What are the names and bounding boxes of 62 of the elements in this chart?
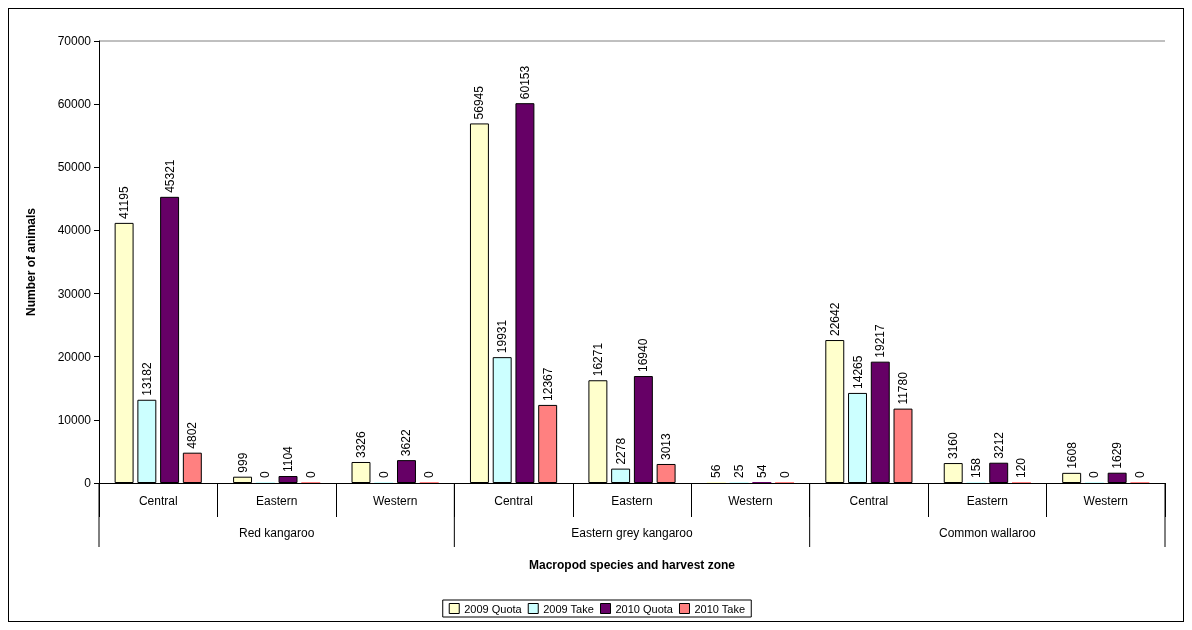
- y-axis-title: Number of animals: [24, 207, 38, 317]
- data-label: 999: [235, 452, 250, 473]
- data-label: 1629: [1110, 441, 1125, 469]
- data-label: 0: [422, 471, 437, 478]
- x-tick-label: Central: [849, 494, 889, 508]
- data-label: 19931: [495, 319, 510, 354]
- y-tick-label: 50000: [57, 160, 92, 175]
- data-label: 0: [1132, 471, 1147, 478]
- y-tick-label: 60000: [57, 97, 92, 112]
- data-label: 14265: [850, 355, 865, 389]
- data-label: 0: [258, 471, 273, 478]
- data-label: 60153: [517, 65, 532, 100]
- x-tick-label: Western: [1083, 494, 1129, 508]
- data-label: 3326: [354, 430, 368, 458]
- data-label: 45321: [162, 159, 177, 193]
- data-label: 13182: [139, 362, 154, 396]
- data-label: 22642: [827, 302, 842, 337]
- text: Common wallaroo: [938, 526, 1037, 540]
- data-label: 4802: [185, 421, 200, 449]
- data-label: 0: [376, 471, 391, 478]
- x-tick-label: Eastern: [966, 494, 1009, 508]
- data-label: 1104: [281, 445, 296, 473]
- legend-label: 2009 Quota: [464, 602, 523, 615]
- x-axis-title: Macropod species and harvest zone: [528, 558, 736, 572]
- text: Red kangaroo: [238, 526, 315, 540]
- x-tick-label: Central: [494, 494, 533, 508]
- data-label: 0: [303, 471, 318, 478]
- y-tick-label: 10000: [57, 412, 92, 427]
- x-tick-label: Western: [728, 494, 773, 508]
- data-label: 19217: [873, 323, 888, 358]
- data-label: 2278: [613, 437, 628, 465]
- y-tick-label: 70000: [57, 34, 92, 48]
- y-tick-label: 0: [84, 476, 92, 490]
- data-label: 1608: [1064, 441, 1079, 469]
- y-tick-label: 40000: [57, 223, 92, 238]
- x-tick-label: Eastern: [255, 494, 298, 508]
- x-tick-label: Western: [372, 494, 418, 508]
- data-label: 120: [1014, 457, 1029, 478]
- data-label: 3622: [399, 429, 414, 457]
- data-label: 3212: [991, 431, 1006, 459]
- data-label: 16271: [590, 342, 605, 377]
- data-label: 25: [732, 464, 747, 478]
- y-tick-label: 30000: [57, 286, 92, 301]
- x-tick-label: Eastern: [611, 494, 653, 508]
- x-tick-label: Central: [138, 494, 178, 508]
- data-label: 0: [1087, 471, 1102, 478]
- legend-label: 2009 Take: [543, 602, 594, 615]
- data-label: 16940: [636, 338, 651, 373]
- data-label: 3160: [946, 432, 961, 460]
- legend-label: 2010 Take: [694, 602, 746, 615]
- data-label: 41195: [117, 186, 132, 219]
- data-label: 56: [709, 464, 724, 478]
- legend-label: 2010 Quota: [615, 602, 674, 615]
- data-label: 56945: [472, 85, 487, 120]
- data-label: 12367: [540, 367, 555, 401]
- data-label: 0: [777, 471, 792, 478]
- data-label: 158: [968, 457, 983, 478]
- data-label: 54: [754, 464, 769, 478]
- data-label: 11780: [896, 371, 910, 405]
- y-tick-label: 20000: [57, 349, 92, 364]
- text: Eastern grey kangaroo: [571, 526, 694, 540]
- data-label: 3013: [659, 432, 674, 460]
